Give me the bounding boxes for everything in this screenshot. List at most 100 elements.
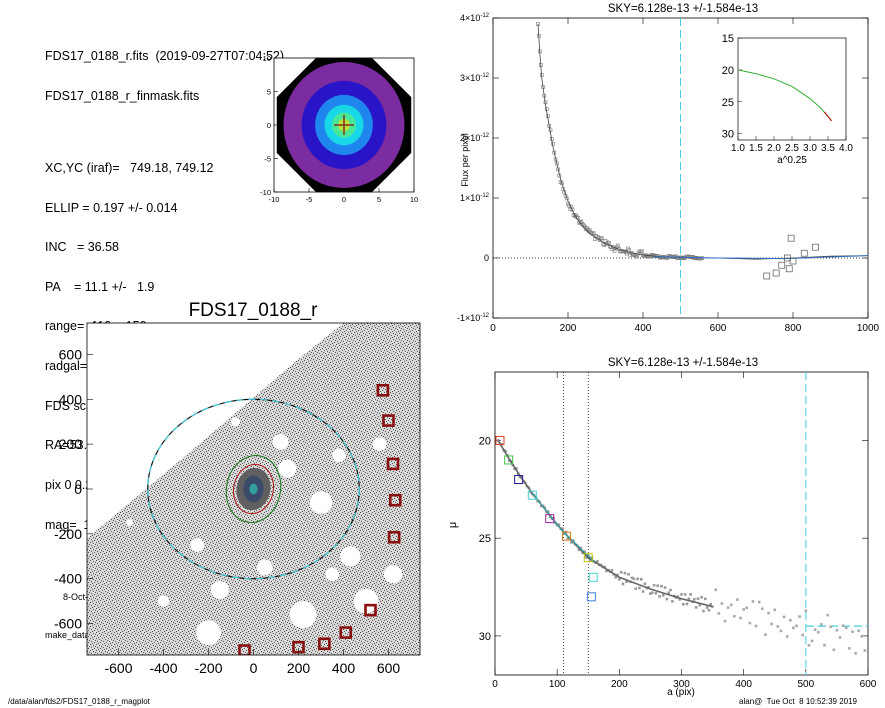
thumb-xtick-label: 0 bbox=[342, 195, 346, 204]
sb-point bbox=[848, 647, 851, 650]
flux-ytick-exponent: -12 bbox=[480, 133, 489, 139]
flux-xtick-label: 0 bbox=[490, 323, 496, 334]
flux-outlier bbox=[778, 261, 786, 269]
sb-point bbox=[832, 648, 836, 652]
sb-point bbox=[671, 600, 674, 603]
flux-point bbox=[636, 251, 641, 256]
sb-point bbox=[641, 590, 645, 593]
image-panel-title: FDS17_0188_r bbox=[189, 300, 319, 321]
inset-ytick-label: 15 bbox=[722, 33, 734, 45]
image-content bbox=[87, 323, 420, 655]
sb-point bbox=[829, 625, 832, 629]
sb-point bbox=[652, 583, 656, 587]
flux-point bbox=[652, 253, 656, 258]
sb-point bbox=[570, 541, 573, 544]
flux-point bbox=[640, 249, 644, 254]
flux-outlier bbox=[800, 249, 808, 257]
sb-point bbox=[816, 630, 820, 634]
flux-point bbox=[596, 235, 601, 240]
image-ytick-label: 0 bbox=[74, 481, 82, 497]
sb-point bbox=[773, 608, 777, 612]
sb-point bbox=[700, 595, 703, 599]
flux-point bbox=[676, 256, 681, 260]
sb-frame bbox=[494, 371, 869, 676]
sb-point bbox=[851, 630, 854, 633]
flux-ytick-label: -1×10-12 bbox=[457, 313, 490, 323]
flux-xtick-label: 200 bbox=[560, 323, 577, 334]
image-masked-hole bbox=[325, 567, 339, 581]
sb-point bbox=[630, 576, 634, 580]
sb-point bbox=[761, 607, 764, 611]
sb-marker bbox=[586, 592, 596, 602]
sb-point bbox=[742, 608, 745, 611]
footer-path: /data/alan/fds2/FDS17_0188_r_magplot bbox=[8, 697, 150, 706]
sb-point bbox=[566, 537, 570, 540]
thumb-xtick-label: 5 bbox=[377, 195, 381, 204]
sb-point bbox=[770, 622, 773, 626]
thumb-xtick-label: 10 bbox=[410, 195, 418, 204]
sb-point bbox=[838, 636, 842, 639]
sb-point bbox=[667, 591, 671, 595]
flux-point bbox=[599, 236, 603, 240]
info-line: FDS17_0188_r_finmask.fits bbox=[45, 89, 200, 104]
star-mask-box bbox=[382, 414, 395, 427]
sb-point bbox=[658, 595, 661, 598]
flux-xtick-label: 1000 bbox=[857, 323, 880, 334]
sb-point bbox=[683, 593, 687, 596]
flux-ytick-label: 4×10-12 bbox=[460, 13, 490, 23]
flux-point bbox=[647, 254, 652, 259]
sb-point bbox=[810, 639, 814, 643]
inset-xtick-label: 2.5 bbox=[785, 143, 799, 154]
sb-point bbox=[792, 626, 795, 630]
inset-frame bbox=[737, 37, 847, 141]
sb-point bbox=[782, 615, 786, 619]
star-mask-box bbox=[318, 637, 331, 651]
sb-point bbox=[638, 586, 641, 590]
sb-point bbox=[636, 577, 639, 581]
sb-point bbox=[823, 643, 826, 647]
sb-point bbox=[619, 570, 623, 574]
sb-point bbox=[529, 490, 532, 494]
sb-marker bbox=[495, 435, 505, 445]
galaxy-nucleus bbox=[249, 483, 258, 495]
flux-point bbox=[618, 249, 622, 254]
sb-point bbox=[703, 597, 707, 601]
sb-point bbox=[739, 616, 742, 620]
sb-point bbox=[813, 628, 817, 632]
sb-point bbox=[857, 629, 860, 633]
sb-point bbox=[689, 593, 692, 596]
inset-ytick-label: 20 bbox=[722, 65, 734, 77]
sb-xtick-label: 600 bbox=[860, 679, 877, 690]
image-xtick-label: -400 bbox=[149, 660, 177, 676]
inset-curve bbox=[737, 69, 832, 122]
inset-xtick-label: 1.0 bbox=[731, 143, 745, 154]
flux-point bbox=[616, 243, 620, 248]
image-masked-hole bbox=[157, 595, 170, 607]
info-line: INC = 36.58 bbox=[45, 240, 119, 255]
inset-xlabel: a^0.25 bbox=[777, 155, 807, 166]
sb-point bbox=[649, 592, 652, 595]
flux-point bbox=[693, 256, 698, 261]
flux-point bbox=[607, 240, 611, 245]
inset-xtick-label: 2.0 bbox=[767, 143, 781, 154]
flux-ytick-label: 0 bbox=[484, 253, 489, 263]
flux-outlier bbox=[785, 265, 793, 273]
sb-marker bbox=[527, 490, 537, 500]
sb-point bbox=[745, 606, 749, 610]
flux-point bbox=[600, 236, 604, 241]
sb-marker bbox=[588, 572, 598, 582]
image-xtick-label: 600 bbox=[377, 660, 401, 676]
sb-point bbox=[647, 585, 650, 589]
flux-point bbox=[591, 231, 596, 236]
thumbnail-plot: -10 -5 0 5 10 10 5 0 -5 -10 bbox=[260, 54, 418, 204]
flux-point bbox=[584, 225, 589, 230]
sb-point bbox=[702, 609, 705, 613]
sb-point bbox=[754, 624, 758, 628]
flux-point bbox=[586, 227, 590, 232]
sb-point bbox=[807, 644, 811, 647]
flux-ytick-exponent: -12 bbox=[480, 13, 489, 19]
sb-point bbox=[801, 633, 805, 637]
sb-point bbox=[577, 548, 581, 552]
flux-point bbox=[699, 256, 703, 261]
inset-xtick-label: 3.0 bbox=[803, 143, 817, 154]
